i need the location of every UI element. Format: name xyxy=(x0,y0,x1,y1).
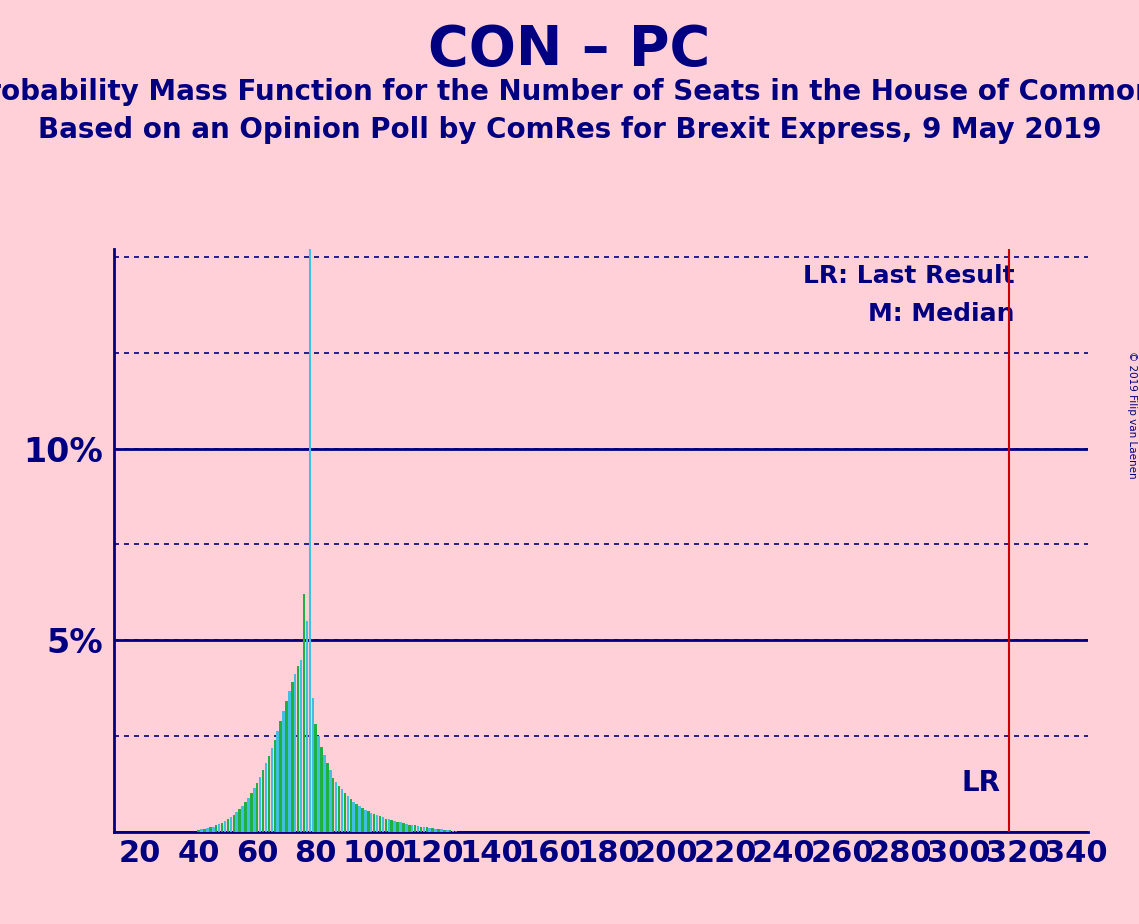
Bar xyxy=(434,829,437,832)
Bar xyxy=(359,806,361,832)
Bar xyxy=(282,711,285,832)
Bar xyxy=(408,825,410,832)
Bar xyxy=(236,812,238,832)
Bar xyxy=(393,821,396,832)
Bar xyxy=(300,660,302,832)
Bar xyxy=(277,731,279,832)
Bar xyxy=(364,809,367,832)
Bar xyxy=(294,674,296,832)
Bar xyxy=(344,794,346,832)
Bar xyxy=(446,830,449,832)
Bar xyxy=(264,763,268,832)
Bar xyxy=(210,827,212,832)
Bar xyxy=(279,722,281,832)
Bar xyxy=(385,819,387,832)
Bar xyxy=(318,736,320,832)
Bar xyxy=(232,815,235,832)
Bar xyxy=(256,783,259,832)
Bar xyxy=(329,771,331,832)
Bar xyxy=(437,829,440,832)
Bar xyxy=(303,594,305,832)
Bar xyxy=(197,830,200,832)
Bar xyxy=(312,698,314,832)
Bar xyxy=(405,824,408,832)
Text: CON – PC: CON – PC xyxy=(428,23,711,77)
Bar xyxy=(259,777,261,832)
Bar xyxy=(346,796,349,832)
Bar xyxy=(200,830,203,832)
Bar xyxy=(251,794,253,832)
Bar xyxy=(376,815,378,832)
Bar xyxy=(320,748,322,832)
Bar xyxy=(372,814,376,832)
Bar xyxy=(338,785,341,832)
Bar xyxy=(355,804,358,832)
Bar xyxy=(440,830,443,832)
Text: © 2019 Filip van Laenen: © 2019 Filip van Laenen xyxy=(1126,351,1137,479)
Bar xyxy=(253,788,255,832)
Bar xyxy=(273,740,276,832)
Bar xyxy=(341,789,343,832)
Bar xyxy=(411,825,413,832)
Bar xyxy=(379,816,382,832)
Bar xyxy=(426,827,428,832)
Bar xyxy=(423,827,425,832)
Bar xyxy=(352,802,355,832)
Bar xyxy=(428,828,431,832)
Bar xyxy=(420,827,423,832)
Bar xyxy=(297,666,300,832)
Bar xyxy=(370,813,372,832)
Bar xyxy=(212,827,214,832)
Bar xyxy=(314,724,317,832)
Bar xyxy=(382,818,384,832)
Bar xyxy=(432,828,434,832)
Text: LR: Last Result: LR: Last Result xyxy=(803,264,1015,288)
Text: LR: LR xyxy=(961,769,1000,796)
Bar xyxy=(285,701,288,832)
Bar xyxy=(292,682,294,832)
Bar xyxy=(367,811,369,832)
Bar xyxy=(309,287,311,832)
Bar xyxy=(331,778,335,832)
Bar xyxy=(335,782,337,832)
Bar xyxy=(400,822,402,832)
Bar xyxy=(241,806,244,832)
Bar xyxy=(268,756,270,832)
Bar xyxy=(230,817,232,832)
Bar xyxy=(402,823,404,832)
Bar xyxy=(323,755,326,832)
Bar xyxy=(305,621,309,832)
Bar xyxy=(271,748,273,832)
Bar xyxy=(262,771,264,832)
Bar xyxy=(417,826,419,832)
Bar xyxy=(350,799,352,832)
Bar xyxy=(204,829,206,832)
Bar xyxy=(215,825,218,832)
Bar xyxy=(206,828,208,832)
Bar xyxy=(391,821,393,832)
Bar xyxy=(387,820,390,832)
Bar xyxy=(443,830,445,832)
Text: Probability Mass Function for the Number of Seats in the House of Commons: Probability Mass Function for the Number… xyxy=(0,78,1139,105)
Bar xyxy=(244,802,247,832)
Bar xyxy=(227,820,229,832)
Bar xyxy=(247,798,249,832)
Bar xyxy=(396,821,399,832)
Text: M: Median: M: Median xyxy=(868,302,1015,326)
Bar xyxy=(361,808,363,832)
Bar xyxy=(288,691,290,832)
Bar xyxy=(238,809,240,832)
Bar xyxy=(223,821,227,832)
Text: Based on an Opinion Poll by ComRes for Brexit Express, 9 May 2019: Based on an Opinion Poll by ComRes for B… xyxy=(38,116,1101,143)
Bar xyxy=(413,825,417,832)
Bar xyxy=(326,762,329,832)
Bar xyxy=(449,831,451,832)
Bar xyxy=(221,822,223,832)
Bar xyxy=(218,824,221,832)
